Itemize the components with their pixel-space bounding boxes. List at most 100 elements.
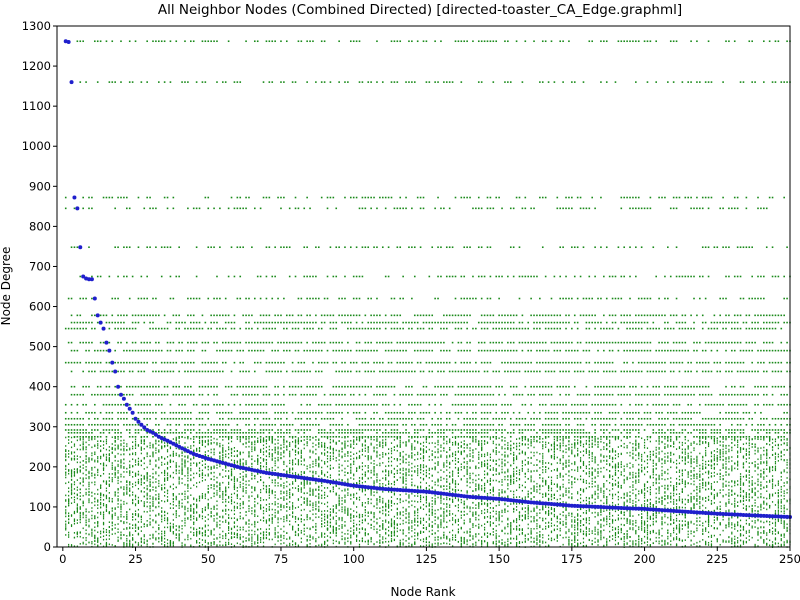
neighbor-point (126, 445, 128, 448)
neighbor-point (478, 533, 480, 535)
neighbor-point (70, 479, 73, 481)
neighbor-point (318, 438, 320, 441)
neighbor-point (94, 526, 96, 528)
neighbor-point (324, 532, 326, 535)
neighbor-point (297, 485, 300, 487)
neighbor-point (481, 512, 483, 515)
neighbor-point (149, 505, 151, 508)
neighbor-point (324, 510, 326, 512)
neighbor-point (117, 470, 119, 472)
neighbor-point (172, 503, 174, 506)
neighbor-point (361, 490, 364, 493)
neighbor-point (347, 509, 349, 511)
neighbor-point (82, 477, 84, 480)
neighbor-point (251, 512, 253, 515)
neighbor-point (475, 479, 477, 482)
neighbor-point (68, 502, 70, 504)
neighbor-point (283, 492, 285, 494)
neighbor-point (481, 536, 483, 538)
neighbor-point (105, 483, 108, 485)
neighbor-point (236, 542, 238, 545)
neighbor-point (289, 459, 291, 462)
neighbor-point (129, 544, 131, 547)
neighbor-point (483, 443, 486, 445)
neighbor-point (94, 522, 96, 524)
neighbor-point (132, 471, 134, 473)
neighbor-point (137, 487, 140, 490)
neighbor-point (332, 449, 334, 451)
neighbor-point (164, 511, 166, 514)
neighbor-point (440, 500, 442, 502)
neighbor-point (431, 503, 433, 505)
neighbor-point (297, 527, 300, 530)
neighbor-point (446, 455, 448, 457)
neighbor-point (120, 439, 122, 442)
neighbor-point (152, 504, 154, 506)
neighbor-point (143, 502, 145, 505)
neighbor-point (431, 533, 433, 535)
neighbor-point (129, 487, 131, 490)
neighbor-point (312, 436, 314, 439)
neighbor-point (451, 513, 454, 515)
neighbor-point (219, 472, 221, 475)
neighbor-point (91, 472, 93, 475)
neighbor-point (198, 450, 201, 452)
neighbor-point (402, 500, 404, 503)
neighbor-point (324, 444, 326, 447)
neighbor-point (100, 511, 102, 514)
neighbor-point (251, 507, 253, 509)
neighbor-point (446, 442, 448, 445)
neighbor-point (411, 457, 413, 459)
neighbor-point (158, 537, 160, 540)
neighbor-point (329, 474, 332, 477)
neighbor-point (175, 495, 177, 498)
neighbor-point (175, 510, 177, 512)
neighbor-point (143, 491, 145, 493)
neighbor-point (198, 441, 201, 444)
neighbor-point (245, 486, 247, 489)
neighbor-point (134, 495, 137, 498)
neighbor-point (181, 460, 183, 462)
neighbor-point (210, 529, 212, 532)
neighbor-point (350, 443, 352, 446)
neighbor-point (201, 480, 204, 482)
neighbor-point (184, 511, 186, 514)
neighbor-point (344, 496, 346, 498)
neighbor-point (140, 474, 142, 477)
neighbor-point (379, 544, 381, 547)
neighbor-point (271, 441, 273, 443)
neighbor-point (73, 536, 76, 539)
neighbor-point (274, 457, 276, 460)
neighbor-point (129, 541, 131, 543)
neighbor-point (417, 514, 419, 517)
neighbor-point (236, 533, 238, 536)
neighbor-point (292, 505, 294, 508)
neighbor-point (228, 526, 230, 528)
neighbor-point (230, 459, 233, 461)
neighbor-point (111, 462, 113, 464)
neighbor-point (210, 531, 212, 534)
neighbor-point (393, 467, 396, 470)
neighbor-point (65, 534, 67, 536)
neighbor-point (376, 440, 378, 442)
neighbor-point (210, 507, 212, 510)
neighbor-point (483, 517, 486, 519)
neighbor-point (387, 503, 390, 506)
neighbor-point (178, 525, 180, 528)
neighbor-point (193, 462, 195, 464)
neighbor-point (181, 472, 183, 475)
neighbor-point (315, 444, 317, 446)
neighbor-point (178, 448, 180, 450)
neighbor-point (132, 537, 134, 539)
neighbor-point (184, 459, 186, 461)
neighbor-point (428, 503, 430, 506)
neighbor-point (283, 451, 285, 454)
neighbor-point (376, 528, 378, 531)
neighbor-point (355, 515, 358, 518)
neighbor-point (405, 540, 407, 542)
neighbor-point (385, 502, 387, 505)
neighbor-point (70, 452, 73, 455)
neighbor-point (265, 440, 268, 442)
neighbor-point (219, 540, 221, 543)
neighbor-point (120, 508, 122, 511)
